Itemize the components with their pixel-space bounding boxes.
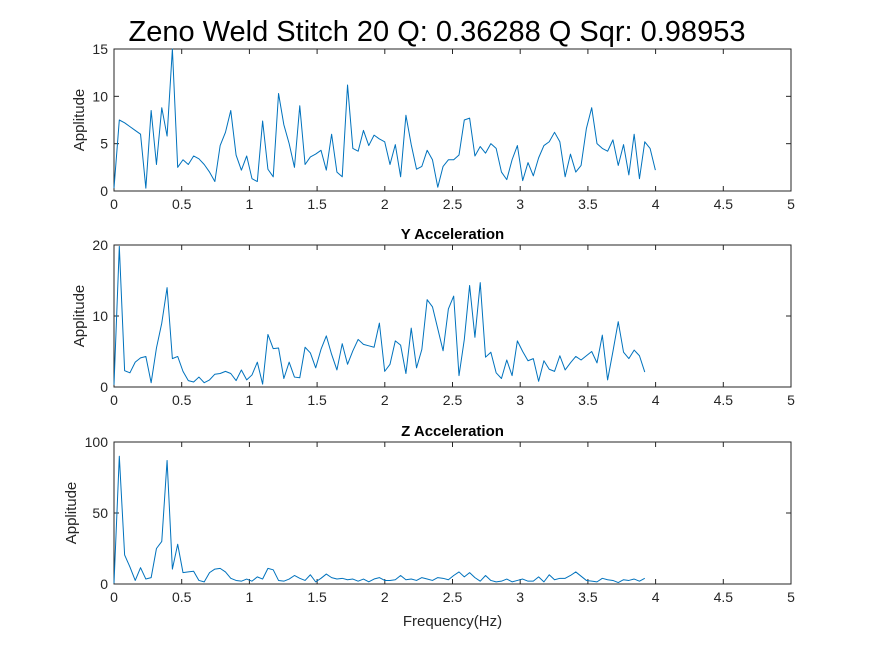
panel-2-y-tick-label: 0 — [100, 379, 108, 395]
panel-2-x-tick-label: 3 — [516, 392, 524, 408]
panel-3-title: Z Acceleration — [401, 423, 504, 440]
panel-3-x-tick-label: 2 — [381, 589, 389, 605]
panel-3-x-tick-label: 0 — [110, 589, 118, 605]
panel-2-axes-box — [113, 244, 792, 388]
panel-1-y-tick-label: 15 — [92, 41, 108, 57]
panel-1-x-tick-label: 3.5 — [578, 196, 598, 212]
panel-1-x-tick-label: 2 — [381, 196, 389, 212]
panel-3-x-axis-label: Frequency(Hz) — [403, 613, 502, 630]
panel-2-series-line — [113, 245, 646, 385]
panel-1-x-tick-label: 4 — [652, 196, 660, 212]
panel-3-x-tick-label: 1.5 — [307, 589, 327, 605]
panel-3-x-tick-label: 2.5 — [443, 589, 463, 605]
panel-3-x-tick-label: 3 — [516, 589, 524, 605]
panel-3-axes-box — [113, 441, 792, 585]
panel-3-x-tick-label: 1 — [246, 589, 254, 605]
panel-1-x-tick-label: 0.5 — [172, 196, 192, 212]
panel-1-x-tick-label: 2.5 — [443, 196, 463, 212]
panel-1-axes-box — [113, 48, 792, 192]
panel-2-y-tick-label: 20 — [92, 237, 108, 253]
panel-3-y-tick-label: 0 — [100, 576, 108, 592]
panel-3-y-axis-label: Applitude — [63, 482, 80, 545]
panel-2-x-tick-label: 0.5 — [172, 392, 192, 408]
panel-1-y-tick-label: 10 — [92, 88, 108, 104]
panel-3-x-tick-label: 5 — [787, 589, 795, 605]
panel-1-x-tick-label: 3 — [516, 196, 524, 212]
panel-1-x-tick-label: 0 — [110, 196, 118, 212]
panel-3-x-tick-label: 4 — [652, 589, 660, 605]
panel-2-x-tick-label: 1 — [246, 392, 254, 408]
panel-1-series-line — [113, 48, 656, 189]
figure-title: Zeno Weld Stitch 20 Q: 0.36288 Q Sqr: 0.… — [129, 16, 746, 48]
panel-3-y-tick-label: 100 — [85, 434, 109, 450]
panel-2-x-tick-label: 3.5 — [578, 392, 598, 408]
panel-1-x-tick-label: 5 — [787, 196, 795, 212]
panel-3-x-tick-label: 4.5 — [714, 589, 734, 605]
panel-2-x-tick-label: 2.5 — [443, 392, 463, 408]
panel-1-y-axis-label: Applitude — [71, 89, 88, 152]
panel-2-x-tick-label: 4.5 — [714, 392, 734, 408]
panel-2-x-tick-label: 5 — [787, 392, 795, 408]
panel-3-x-tick-label: 0.5 — [172, 589, 192, 605]
panel-2-x-tick-label: 4 — [652, 392, 660, 408]
panel-2-y-axis-label: Applitude — [71, 285, 88, 348]
panel-1-x-tick-label: 1 — [246, 196, 254, 212]
panel-3-x-tick-label: 3.5 — [578, 589, 598, 605]
panel-1: 0 0.5 1 1.5 2 2.5 3 3.5 4 4.5 5 0 5 10 15 Applitude — [71, 41, 795, 212]
panel-1-x-tick-label: 1.5 — [307, 196, 327, 212]
panel-2-x-tick-label: 1.5 — [307, 392, 327, 408]
panel-3-series-line — [113, 455, 646, 584]
panel-1-x-tick-label: 4.5 — [714, 196, 734, 212]
panel-2-x-tick-label: 2 — [381, 392, 389, 408]
panel-2-x-tick-label: 0 — [110, 392, 118, 408]
panel-2: 0 0.5 1 1.5 2 2.5 3 3.5 4 4.5 5 0 10 20 Y Acceleration… — [71, 226, 795, 408]
panel-3-y-tick-label: 50 — [92, 505, 108, 521]
panel-2-title: Y Acceleration — [401, 226, 504, 243]
panel-1-y-tick-label: 0 — [100, 183, 108, 199]
panel-2-y-tick-label: 10 — [92, 308, 108, 324]
panel-1-y-tick-label: 5 — [100, 136, 108, 152]
